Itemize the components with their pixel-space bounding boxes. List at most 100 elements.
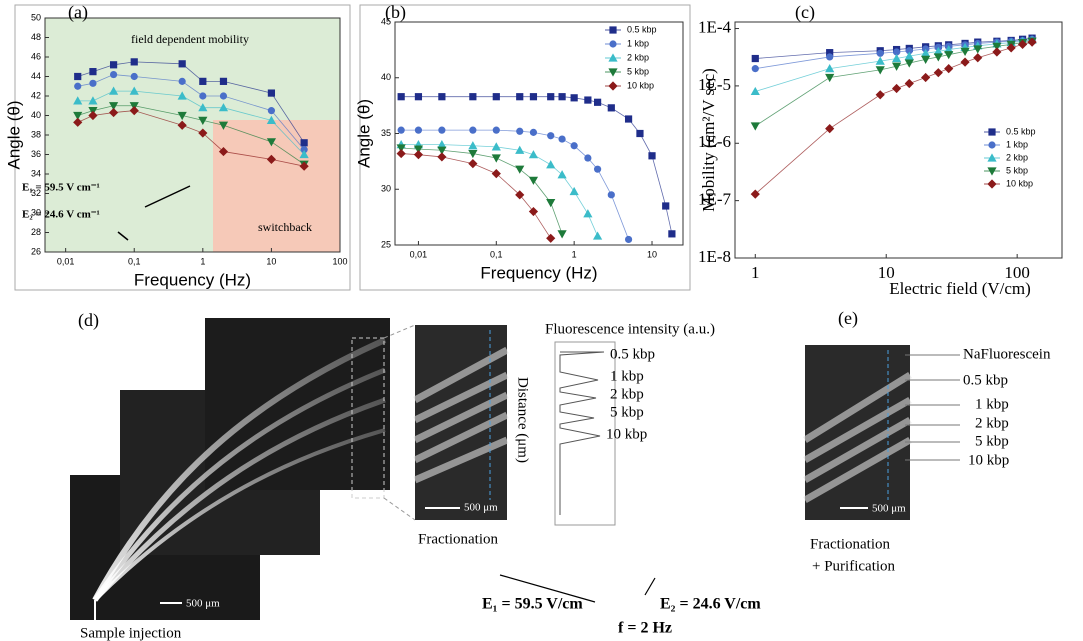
marker (987, 179, 997, 189)
distance-label: Distance (μm) (515, 377, 531, 463)
marker (987, 167, 997, 176)
marker (177, 91, 187, 100)
zoom-line (383, 497, 416, 521)
marker (198, 103, 208, 112)
band-label: 1 kbp (610, 368, 644, 384)
marker (130, 72, 138, 81)
marker (570, 142, 578, 150)
marker (89, 79, 97, 87)
marker (516, 93, 524, 101)
y-tick-label: 45 (381, 16, 391, 26)
marker (662, 202, 670, 210)
marker (414, 93, 423, 101)
marker (891, 53, 902, 63)
series-line (401, 96, 673, 234)
marker (608, 53, 618, 62)
marker (515, 165, 525, 174)
marker (74, 82, 82, 90)
legend-label: 10 kbp (627, 80, 654, 90)
marker (607, 191, 615, 199)
marker (875, 66, 885, 75)
marker (73, 96, 83, 105)
marker (437, 146, 447, 155)
y-tick-label: 26 (31, 246, 41, 256)
marker (607, 104, 615, 112)
y-tick-label: 34 (31, 168, 41, 178)
charts (14, 4, 691, 291)
marker (1017, 39, 1028, 49)
marker (396, 144, 406, 153)
band-label: 0.5 kbp (610, 346, 655, 362)
marker (921, 48, 931, 57)
marker (437, 152, 447, 162)
x-tick-label: 100 (332, 256, 347, 266)
marker (218, 146, 229, 157)
marker (73, 117, 83, 127)
marker (529, 93, 538, 101)
marker (546, 233, 556, 243)
marker (73, 111, 83, 121)
marker (826, 53, 834, 61)
panel-label: (c) (795, 2, 815, 23)
region-switchback (213, 120, 340, 252)
marker (1027, 37, 1037, 47)
marker (558, 135, 566, 143)
marker (592, 231, 603, 240)
caption: Sample injection (80, 625, 182, 641)
marker (177, 111, 187, 121)
marker (267, 107, 276, 115)
y-tick-label: 30 (381, 184, 391, 194)
panel-d-images (70, 318, 656, 620)
marker (904, 59, 914, 68)
y-tick-label: 32 (31, 188, 41, 198)
marker (468, 159, 478, 169)
y-tick-label: 44 (31, 71, 41, 81)
marker (569, 186, 579, 196)
caption: Fractionation (810, 536, 890, 552)
band-label: 0.5 kbp (963, 372, 1008, 388)
y-tick-label: 50 (31, 12, 41, 22)
band-pointers (905, 354, 960, 461)
y-tick-label: 36 (31, 149, 41, 159)
marker (468, 149, 478, 159)
zoom-box (351, 337, 385, 499)
marker (300, 146, 308, 154)
plot-frame (734, 21, 1063, 259)
marker (299, 149, 309, 159)
marker (825, 124, 835, 134)
marker (109, 61, 118, 69)
marker (198, 128, 208, 138)
marker (88, 110, 98, 121)
marker (413, 145, 424, 154)
marker (218, 121, 229, 130)
marker (825, 64, 835, 73)
panel-label: (b) (385, 2, 406, 23)
bands (803, 372, 912, 504)
legend-label: 1 kbp (627, 38, 649, 48)
marker (933, 53, 943, 62)
marker (300, 139, 308, 147)
marker (593, 165, 602, 173)
marker (547, 132, 555, 140)
marker (904, 78, 914, 89)
marker (491, 154, 501, 163)
marker (108, 107, 119, 118)
legend-label: 5 kbp (1006, 165, 1028, 175)
marker (438, 126, 446, 134)
marker (266, 154, 277, 164)
y-tick-label: 35 (381, 128, 391, 138)
annotation: E₁ = 59.5 V cm⁻¹ (22, 182, 100, 194)
marker (876, 49, 884, 57)
marker (491, 169, 501, 179)
legend-label: 0.5 kbp (1006, 126, 1036, 136)
y-tick-label: 25 (381, 239, 391, 249)
marker (129, 106, 139, 116)
caption: + Purification (812, 558, 896, 574)
equation: f = 2 Hz (618, 620, 672, 637)
marker (933, 46, 943, 55)
marker (546, 160, 556, 169)
legend-label: 0.5 kbp (627, 24, 657, 34)
marker (570, 94, 578, 102)
marker (178, 60, 186, 68)
